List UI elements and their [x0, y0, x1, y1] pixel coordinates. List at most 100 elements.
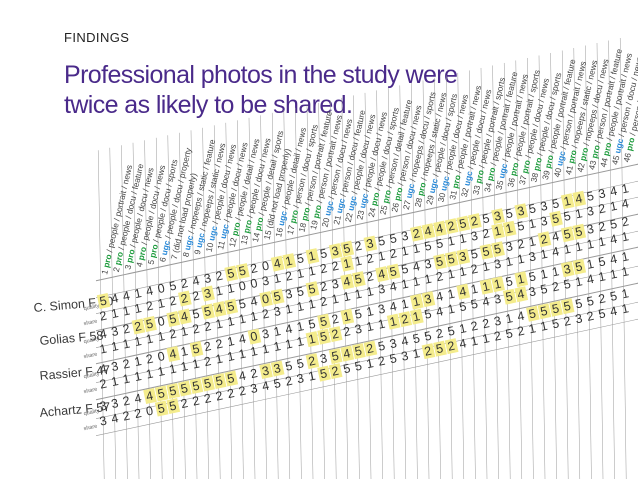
highlight-cell: [340, 308, 355, 325]
svg-text:2: 2: [319, 294, 329, 309]
highlight-cell: [166, 383, 181, 400]
column-tag: pro: [450, 172, 463, 190]
score-cell: 5: [574, 224, 584, 239]
svg-text:2: 2: [400, 312, 410, 327]
svg-text:1: 1: [470, 334, 480, 349]
svg-text:5: 5: [319, 246, 329, 261]
svg-text:21 ugc / person / docu / feat: 21 ugc / person / docu / feature: [331, 109, 367, 226]
highlight-cell: [340, 273, 355, 290]
svg-text:2: 2: [330, 364, 340, 379]
score-cell: 4: [145, 389, 155, 404]
svg-text:5: 5: [504, 206, 514, 221]
score-cell: 1: [180, 359, 190, 374]
score-cell: 1: [597, 234, 607, 249]
svg-text:2: 2: [365, 269, 375, 284]
svg-text:4: 4: [214, 302, 224, 317]
sheet-col-line: [585, 45, 592, 479]
score-cell: 1: [180, 324, 190, 339]
score-cell: 1: [133, 286, 143, 301]
svg-text:1: 1: [226, 314, 236, 329]
highlight-cell: [328, 243, 343, 260]
score-cell: 5: [481, 244, 491, 259]
svg-text:5: 5: [354, 307, 364, 322]
svg-text:44 pro / people / portrait /: 44 pro / people / portrait / news: [598, 52, 634, 168]
sheet-col-line: [213, 125, 221, 479]
column-number: 45: [610, 152, 622, 166]
svg-text:1: 1: [238, 312, 248, 327]
score-cell: 3: [528, 249, 538, 264]
svg-text:5: 5: [168, 312, 178, 327]
sheet-col-line: [97, 150, 105, 479]
score-cell: 5: [574, 259, 584, 274]
svg-text:4: 4: [516, 309, 526, 324]
svg-text:17 pro / person / docu / spor: 17 pro / person / docu / sports: [285, 123, 320, 235]
score-cell: 1: [504, 254, 514, 269]
svg-text:4: 4: [609, 252, 619, 267]
sheet-row-line: [95, 282, 638, 401]
svg-text:2: 2: [214, 337, 224, 352]
sheet-col-line: [237, 120, 244, 479]
column-tag: pro: [624, 134, 637, 152]
column-header: 3 pro / people / docu / news: [122, 167, 155, 271]
score-cell: 1: [156, 329, 166, 344]
column-number: 25: [378, 202, 390, 216]
svg-text:0: 0: [249, 329, 259, 344]
svg-text:5: 5: [504, 326, 514, 341]
svg-text:1: 1: [493, 277, 503, 292]
sheet-col-line: [132, 142, 140, 479]
column-tag: pro: [589, 142, 602, 160]
score-cell: 1: [620, 181, 630, 196]
column-number: 3: [122, 261, 133, 270]
svg-text:5: 5: [562, 227, 572, 242]
score-cell: 5: [203, 376, 213, 391]
score-cell: 1: [562, 242, 572, 257]
svg-text:4: 4: [342, 274, 352, 289]
score-cell: 5: [377, 339, 387, 354]
score-cell: 1: [133, 334, 143, 349]
score-cell: 4: [551, 244, 561, 259]
svg-text:2: 2: [365, 341, 375, 356]
highlight-cell: [572, 190, 587, 207]
svg-text:5: 5: [145, 317, 155, 332]
svg-text:2: 2: [377, 354, 387, 369]
score-cell: 5: [562, 299, 572, 314]
svg-text:1: 1: [620, 229, 630, 244]
score-cell: 4: [110, 411, 120, 426]
section-label: FINDINGS: [64, 30, 130, 45]
score-cell: 1: [528, 321, 538, 336]
score-cell: 1: [145, 367, 155, 382]
sheet-col-line: [573, 47, 581, 479]
score-cell: 4: [609, 184, 619, 199]
column-desc: / people / portrait / feature: [488, 70, 519, 166]
score-cell: 4: [516, 287, 526, 302]
score-cell: 5: [435, 236, 445, 251]
sheet-col-line: [109, 147, 117, 479]
highlight-cell: [224, 298, 239, 315]
score-cell: 3: [98, 399, 108, 414]
svg-text:3: 3: [388, 336, 398, 351]
svg-text:5: 5: [191, 342, 201, 357]
svg-text:2: 2: [133, 319, 143, 334]
column-tag: ugc: [159, 237, 173, 256]
score-cell: 2: [481, 316, 491, 331]
svg-text:33 pro / people / portrait /: 33 pro / people / portrait / sports: [470, 76, 507, 195]
score-cell: 5: [342, 241, 352, 256]
svg-text:5: 5: [562, 277, 572, 292]
column-desc: / people / docu / news: [523, 77, 551, 159]
score-cell: 1: [620, 264, 630, 279]
svg-text:2: 2: [238, 384, 248, 399]
score-cell: 3: [330, 244, 340, 259]
column-tag: ugc: [322, 198, 336, 217]
column-tag: pro: [287, 207, 300, 225]
svg-text:1: 1: [539, 267, 549, 282]
svg-text:5: 5: [504, 274, 514, 289]
highlight-cell: [201, 303, 215, 320]
score-cell: 2: [122, 409, 132, 424]
svg-text:2: 2: [516, 324, 526, 339]
sheet-col-line: [260, 115, 267, 479]
svg-text:3: 3: [539, 199, 549, 214]
column-header: 19 pro / person / portrait / news: [308, 114, 344, 231]
sheet-col-line: [155, 137, 163, 479]
svg-text:2: 2: [388, 246, 398, 261]
highlight-cell: [305, 353, 320, 370]
